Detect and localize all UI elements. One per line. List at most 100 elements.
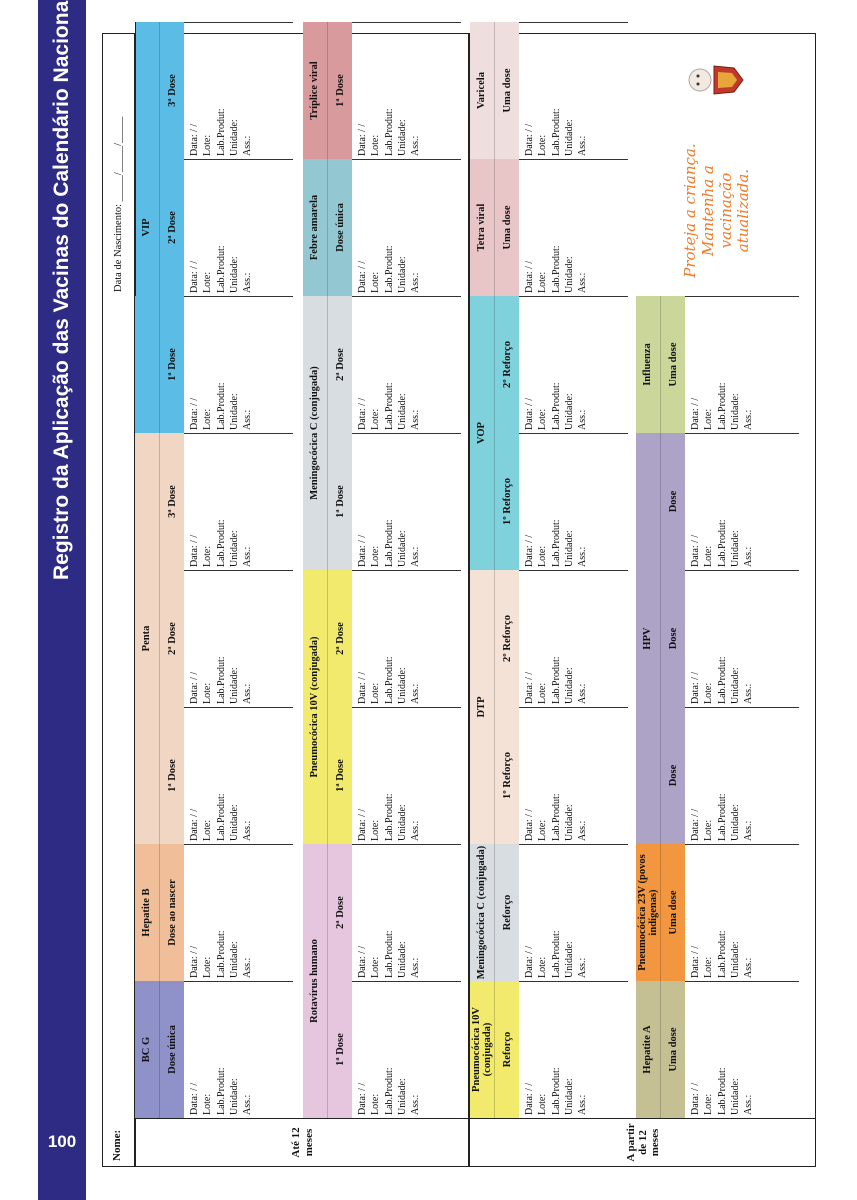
dose-label: Dose [661,707,685,844]
record-field: Unidade: [228,119,240,156]
record-field: Lote: [202,956,214,978]
dose-label: 1º Reforço [495,433,519,570]
record-field: Lab.Produt: [550,519,562,568]
record-field: Lab.Produt: [383,108,395,157]
record-field: Data: / / [189,1082,200,1115]
record-field: Ass.: [242,683,254,704]
record-field: Data: / / [357,1082,368,1115]
record-field: Ass.: [410,820,422,841]
dose-record: Data: / / Lote: Lab.Produt: Unidade: Ass.: [352,981,461,1118]
record-field: Lab.Produt: [215,108,227,157]
dose-record: Data: / / Lote: Lab.Produt: Unidade: Ass.: [685,570,799,707]
dose-record: Data: / / Lote: Lab.Produt: Unidade: Ass.: [352,433,461,570]
record-field: Lote: [703,545,715,567]
record-field: Lote: [370,134,382,156]
vaccine-name: DTP [470,570,495,844]
record-field: Lab.Produt: [716,656,728,705]
record-field: Lote: [370,545,382,567]
record-field: Lab.Produt: [383,245,395,294]
shield-mascot-icon [644,28,787,132]
record-field: Ass.: [577,820,589,841]
dose-label: 1ª Dose [160,296,184,433]
dose-label: Uma dose [495,159,519,296]
dose-label: 2º Reforço [495,296,519,433]
record-field: Ass.: [743,820,755,841]
record-field: Unidade: [729,530,741,567]
record-field: Unidade: [396,1078,408,1115]
record-field: Unidade: [396,941,408,978]
record-field: Unidade: [228,1078,240,1115]
dose-label: 3ª Dose [160,22,184,159]
record-field: Ass.: [410,1094,422,1115]
record-field: Lab.Produt: [716,382,728,431]
record-field: Unidade: [563,530,575,567]
record-field: Ass.: [410,135,422,156]
birth-date-row: Data de Nascimento: _____/_____/_____ [113,116,124,292]
motto-text: Proteja a criança. Mantenha a vacinação … [681,143,753,278]
dose-label: 1ª Dose [160,707,184,844]
vaccine-name: BC G [135,981,160,1118]
record-field: Lab.Produt: [716,1067,728,1116]
record-field: Ass.: [577,409,589,430]
record-field: Lote: [202,408,214,430]
record-field: Ass.: [410,683,422,704]
dose-record: Data: / / Lote: Lab.Produt: Unidade: Ass.: [184,844,293,981]
dose-label: 2ª Dose [328,570,352,707]
record-field: Lab.Produt: [215,930,227,979]
record-field: Data: / / [524,945,535,978]
record-field: Ass.: [242,135,254,156]
record-field: Lab.Produt: [383,656,395,705]
record-field: Data: / / [357,671,368,704]
vaccine-name: VIP [135,22,160,433]
record-field: Unidade: [396,393,408,430]
record-field: Lote: [202,545,214,567]
record-field: Ass.: [743,409,755,430]
record-field: Ass.: [242,546,254,567]
record-field: Unidade: [729,667,741,704]
record-field: Ass.: [743,546,755,567]
record-field: Lote: [537,134,549,156]
dose-label: Dose única [328,159,352,296]
record-field: Unidade: [563,1078,575,1115]
dose-record: Data: / / Lote: Lab.Produt: Unidade: Ass.: [352,159,461,296]
vaccine-name: Meningocócica C (conjugada) [303,296,328,570]
record-field: Lab.Produt: [550,1067,562,1116]
record-field: Lab.Produt: [716,519,728,568]
record-field: Data: / / [524,397,535,430]
dose-label: Dose ao nascer [160,844,184,981]
record-field: Ass.: [577,957,589,978]
vaccine-name: Pneumocócica 23V (povos indígenas) [636,844,661,981]
record-field: Lote: [703,682,715,704]
record-field: Lote: [537,408,549,430]
record-field: Unidade: [396,804,408,841]
record-field: Data: / / [690,1082,701,1115]
dose-record: Data: / / Lote: Lab.Produt: Unidade: Ass.: [519,22,628,159]
record-field: Lote: [703,819,715,841]
vaccine-name: Tetra viral [470,159,495,296]
record-field: Unidade: [563,804,575,841]
dose-label: 1ª Dose [328,22,352,159]
record-field: Lote: [202,682,214,704]
dose-record: Data: / / Lote: Lab.Produt: Unidade: Ass.: [352,296,461,433]
record-field: Data: / / [524,671,535,704]
dose-record: Data: / / Lote: Lab.Produt: Unidade: Ass.: [519,433,628,570]
dose-record: Data: / / Lote: Lab.Produt: Unidade: Ass.: [184,22,293,159]
record-field: Lab.Produt: [716,793,728,842]
record-field: Data: / / [690,808,701,841]
record-field: Data: / / [524,808,535,841]
record-field: Lab.Produt: [550,108,562,157]
record-field: Lote: [537,545,549,567]
record-field: Data: / / [357,534,368,567]
dose-record: Data: / / Lote: Lab.Produt: Unidade: Ass.: [184,981,293,1118]
age-label-2: A partir de 12 meses [624,1123,662,1162]
record-field: Ass.: [242,1094,254,1115]
dose-label: Dose [661,570,685,707]
vaccine-name: Tríplice viral [303,22,328,159]
record-field: Lab.Produt: [215,793,227,842]
record-field: Lote: [370,682,382,704]
vaccine-name: Pneumocócica 10V (conjugada) [470,981,495,1118]
record-field: Data: / / [690,945,701,978]
record-field: Unidade: [563,393,575,430]
record-field: Data: / / [189,808,200,841]
record-field: Unidade: [563,256,575,293]
